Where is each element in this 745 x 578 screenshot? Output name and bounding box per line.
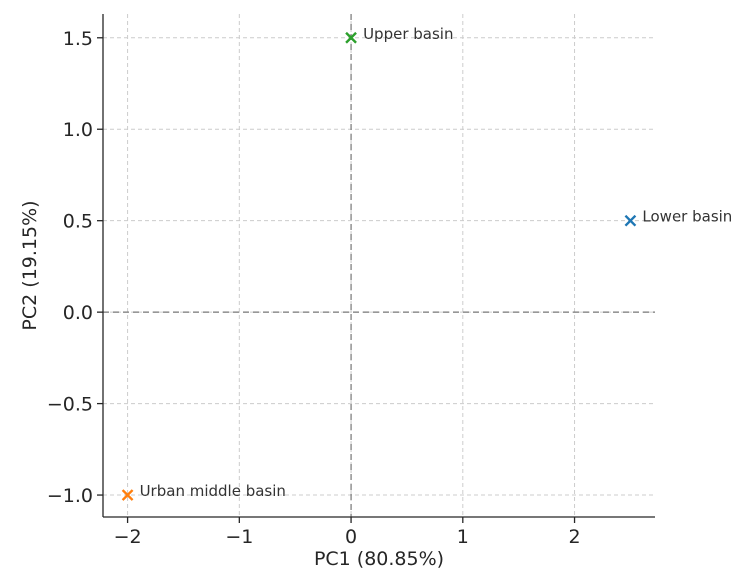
zero-reference-lines xyxy=(103,14,655,517)
x-tick-label: 0 xyxy=(345,526,357,548)
x-tick-label: 1 xyxy=(457,526,469,548)
y-tick-label: 1.0 xyxy=(63,119,93,141)
y-axis-title: PC2 (19.15%) xyxy=(19,200,41,330)
x-marker xyxy=(121,489,134,501)
x-tick-label: 2 xyxy=(568,526,580,548)
y-tick-label: −1.0 xyxy=(47,485,93,507)
axes xyxy=(102,14,655,518)
point-label: Lower basin xyxy=(642,208,732,226)
data-points: Lower basin Urban middle basin Upper basin xyxy=(121,25,732,501)
grid xyxy=(103,14,655,517)
y-ticks: −1.0 −0.5 0.0 0.5 1.0 1.5 xyxy=(47,28,103,507)
y-tick-label: 1.5 xyxy=(63,28,93,50)
data-point-2: Upper basin xyxy=(345,25,453,44)
y-tick-label: 0.5 xyxy=(63,211,93,233)
x-marker xyxy=(345,31,357,44)
y-tick-label: 0.0 xyxy=(63,302,93,324)
x-tick-label: −2 xyxy=(114,526,142,548)
x-axis-title: PC1 (80.85%) xyxy=(314,548,444,570)
x-tick-label: −1 xyxy=(225,526,253,548)
point-label: Urban middle basin xyxy=(140,482,286,500)
data-point-1: Urban middle basin xyxy=(121,482,286,501)
y-tick-label: −0.5 xyxy=(47,394,93,416)
x-marker xyxy=(624,214,637,227)
data-point-0: Lower basin xyxy=(624,208,732,227)
x-ticks: −2 −1 0 1 2 xyxy=(114,517,581,548)
point-label: Upper basin xyxy=(363,25,453,43)
